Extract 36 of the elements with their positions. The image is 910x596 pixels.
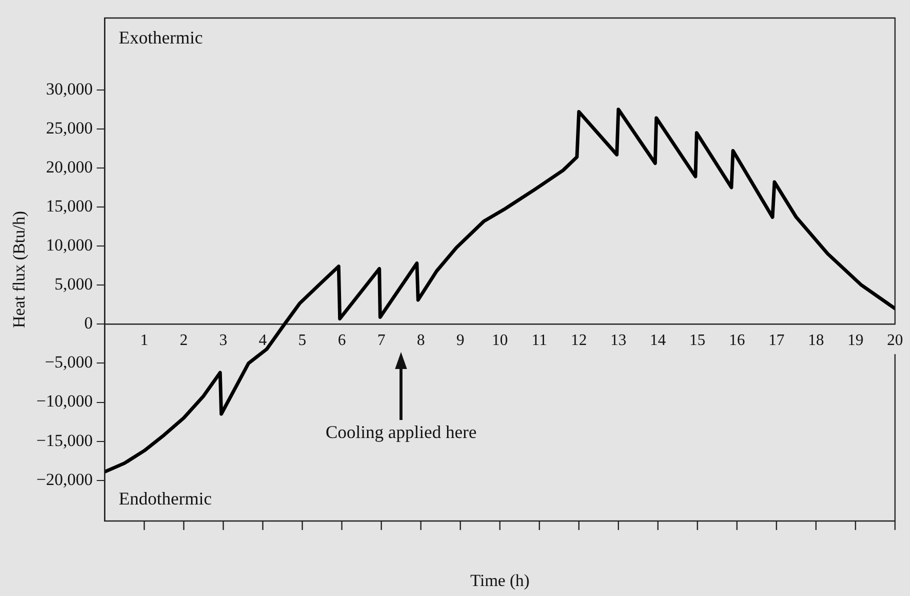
y-tick-label: 0	[84, 314, 93, 333]
x-tick-label: 11	[532, 332, 548, 349]
x-tick-label: 3	[219, 332, 228, 349]
x-tick-label: 1	[140, 332, 148, 349]
y-tick-label: 15,000	[46, 196, 93, 216]
x-tick-label: 10	[492, 332, 508, 349]
x-tick-label: 20	[887, 332, 903, 349]
x-axis-title: Time (h)	[470, 570, 530, 590]
y-tick-label: 5,000	[54, 274, 93, 294]
x-tick-label: 17	[768, 332, 784, 349]
annotation: Endothermic	[118, 488, 212, 509]
x-tick-label: 13	[610, 332, 626, 349]
x-tick-label: 4	[258, 332, 267, 349]
x-tick-label: 9	[456, 332, 464, 349]
x-tick-label: 19	[847, 332, 864, 349]
x-tick-label: 2	[180, 332, 188, 349]
x-tick-label: 5	[298, 332, 306, 349]
y-tick-label: −5,000	[44, 352, 93, 372]
x-tick-label: 6	[338, 332, 346, 349]
x-tick-label: 18	[808, 332, 824, 349]
y-tick-label: 10,000	[46, 236, 93, 255]
x-tick-label: 12	[570, 332, 587, 349]
annotation: Cooling applied here	[326, 422, 477, 442]
annotation: Exothermic	[118, 28, 203, 48]
y-tick-label: 25,000	[46, 118, 93, 138]
x-tick-label: 7	[377, 332, 386, 349]
y-tick-label: −10,000	[36, 392, 93, 411]
x-tick-label: 16	[728, 332, 745, 349]
y-tick-label: 30,000	[46, 79, 93, 98]
x-tick-label: 15	[689, 332, 706, 349]
y-axis-title: Heat flux (Btu/h)	[10, 210, 29, 328]
x-tick-label: 14	[650, 332, 666, 349]
y-tick-label: 20,000	[46, 157, 93, 176]
y-tick-label: −20,000	[36, 470, 93, 489]
y-tick-label: −15,000	[36, 430, 93, 450]
x-tick-label: 8	[416, 332, 425, 349]
